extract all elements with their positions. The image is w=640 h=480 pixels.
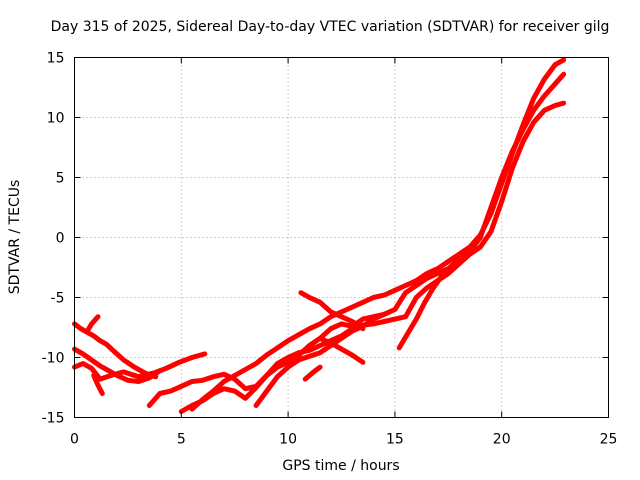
y-tick-label: -5 [51, 291, 65, 307]
y-tick-label: -10 [42, 351, 65, 367]
series-track-c-markers [86, 316, 99, 332]
chart-title: Day 315 of 2025, Sidereal Day-to-day VTE… [51, 19, 610, 35]
tick-layer: 0 5 10 15 20 25 -15 -10 -5 0 5 10 15 [42, 51, 618, 448]
y-tick-label: 10 [47, 111, 65, 127]
x-tick-label: 10 [279, 432, 297, 448]
x-tick-label: 15 [386, 432, 404, 448]
x-tick-label: 5 [177, 432, 186, 448]
series-track-g [178, 71, 567, 414]
series-track-d-markers [74, 348, 161, 383]
series-track-c [84, 314, 101, 334]
y-tick-label: -15 [42, 411, 65, 427]
series-track-a-markers [74, 353, 205, 380]
series-track-h [189, 57, 567, 412]
y-axis-label: SDTVAR / TECUs [7, 180, 23, 295]
x-tick-label: 0 [70, 432, 79, 448]
grid-layer [74, 57, 609, 418]
series-track-e-markers [93, 375, 103, 394]
y-tick-label: 15 [47, 51, 65, 67]
y-tick-label: 5 [56, 171, 65, 187]
series-track-g-markers [180, 73, 565, 413]
x-tick-label: 25 [600, 432, 618, 448]
series-layer [72, 57, 567, 414]
series-track-k [317, 335, 366, 365]
series-track-h-markers [191, 59, 564, 410]
x-tick-label: 20 [493, 432, 511, 448]
series-track-j-markers [300, 292, 364, 330]
series-track-j [298, 290, 366, 332]
x-axis-label: GPS time / hours [282, 458, 399, 474]
series-track-m-markers [398, 275, 443, 349]
y-tick-label: 0 [56, 231, 65, 247]
series-track-l-markers [304, 366, 321, 380]
